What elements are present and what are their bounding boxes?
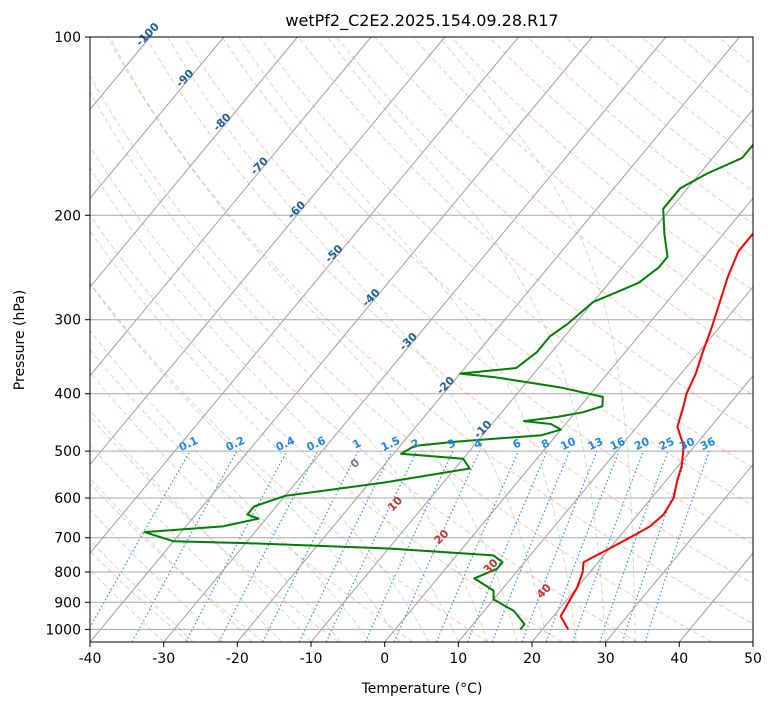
isotherm-line xyxy=(90,37,519,554)
dewpoint-profile xyxy=(143,143,753,631)
moist-adiabat-line xyxy=(90,539,194,642)
x-axis-title: Temperature (°C) xyxy=(361,681,483,697)
y-tick-label: 900 xyxy=(54,595,81,611)
mixing-ratio-line xyxy=(521,450,598,642)
background-lines xyxy=(90,37,753,642)
dry-adiabat-line xyxy=(107,37,753,625)
plot-frame xyxy=(89,36,754,643)
mixing-ratio-line xyxy=(393,450,481,642)
dry-adiabat-line xyxy=(145,37,753,584)
y-tick-label: 1000 xyxy=(45,622,81,638)
x-tick-label: 40 xyxy=(670,651,688,667)
mixing-ratio-label: 10 xyxy=(559,435,579,453)
mixing-ratio-line xyxy=(90,450,191,629)
x-tick-label: 10 xyxy=(449,651,467,667)
x-tick-label: 20 xyxy=(523,651,541,667)
mixing-ratio-line xyxy=(644,450,710,642)
y-tick-label: 100 xyxy=(54,30,81,46)
mixing-ratio-label: 16 xyxy=(608,435,628,453)
moist-adiabat-line xyxy=(90,229,430,642)
y-tick-label: 700 xyxy=(54,531,81,547)
chart-title: wetPf2_C2E2.2025.154.09.28.R17 xyxy=(285,11,558,31)
moist-adiabat-line xyxy=(90,90,489,642)
moist-adiabat-line xyxy=(90,568,165,642)
mixing-ratio-line xyxy=(435,450,519,642)
mixing-ratio-label: 30 xyxy=(677,435,697,453)
isotherm-line xyxy=(605,463,753,642)
y-tick-label: 400 xyxy=(54,387,81,403)
dry-adiabat-line xyxy=(90,145,638,642)
x-tick-label: 50 xyxy=(744,651,762,667)
mixing-ratio-line xyxy=(491,450,571,642)
y-tick-label: 600 xyxy=(54,491,81,507)
y-axis-title: Pressure (hPa) xyxy=(12,290,28,390)
isotherm-line xyxy=(457,286,753,642)
moist-adiabat-line xyxy=(90,282,400,642)
isotherm-line xyxy=(90,37,446,466)
moist-adiabat-line xyxy=(438,37,636,642)
moist-adiabat-line xyxy=(90,329,371,642)
isotherm-line xyxy=(236,37,740,642)
mixing-ratio-label: 20 xyxy=(632,435,652,453)
moist-adiabat-line xyxy=(109,37,518,642)
x-tick-label: 30 xyxy=(597,651,615,667)
moist-adiabat-line xyxy=(326,37,607,642)
x-tick-label: 0 xyxy=(380,651,389,667)
dry-adiabat-line xyxy=(259,37,753,469)
y-axis: 100 200 300 400 500 600 700 800 900 1000 xyxy=(45,30,90,638)
mixing-ratio-label: 36 xyxy=(698,435,718,453)
moist-adiabat-line xyxy=(90,166,459,642)
moist-adiabat-line xyxy=(90,509,223,642)
y-tick-label: 500 xyxy=(54,444,81,460)
mixing-ratio-line xyxy=(599,450,669,642)
mixing-ratio-label: 25 xyxy=(657,435,676,453)
x-tick-label: -30 xyxy=(152,651,175,667)
x-axis: -40 -30 -20 -10 0 10 20 30 40 50 xyxy=(79,642,762,667)
moist-adiabat-line xyxy=(90,477,253,642)
isotherm-line xyxy=(90,37,298,288)
mixing-ratio-line xyxy=(466,450,548,642)
isotherm-line xyxy=(90,37,225,200)
dry-adiabat-line xyxy=(412,37,753,326)
isotherm-line xyxy=(531,374,753,642)
y-tick-label: 800 xyxy=(54,565,81,581)
mixing-ratio-line xyxy=(545,450,620,642)
isotherm-line xyxy=(310,108,753,642)
isotherm-line xyxy=(90,37,372,377)
mixing-ratio-line xyxy=(572,450,644,642)
profiles xyxy=(143,143,753,631)
y-tick-label: 300 xyxy=(54,313,81,329)
temperature-profile xyxy=(559,232,753,630)
mixing-ratio-line xyxy=(262,450,359,642)
dry-adiabat-line xyxy=(90,281,488,642)
moist-adiabat-line xyxy=(90,444,282,642)
isotherm-line xyxy=(384,197,753,642)
x-tick-label: -40 xyxy=(79,651,102,667)
x-tick-label: -10 xyxy=(300,651,323,667)
x-tick-label: -20 xyxy=(226,651,249,667)
dry-adiabat-line xyxy=(90,482,264,642)
isotherm-line xyxy=(163,37,667,642)
y-tick-label: 200 xyxy=(54,208,81,224)
mixing-ratio-label: 13 xyxy=(586,435,605,453)
dry-adiabat-line xyxy=(90,75,712,642)
mixing-ratio-line xyxy=(185,450,288,642)
mixing-ratio-line xyxy=(621,450,690,642)
